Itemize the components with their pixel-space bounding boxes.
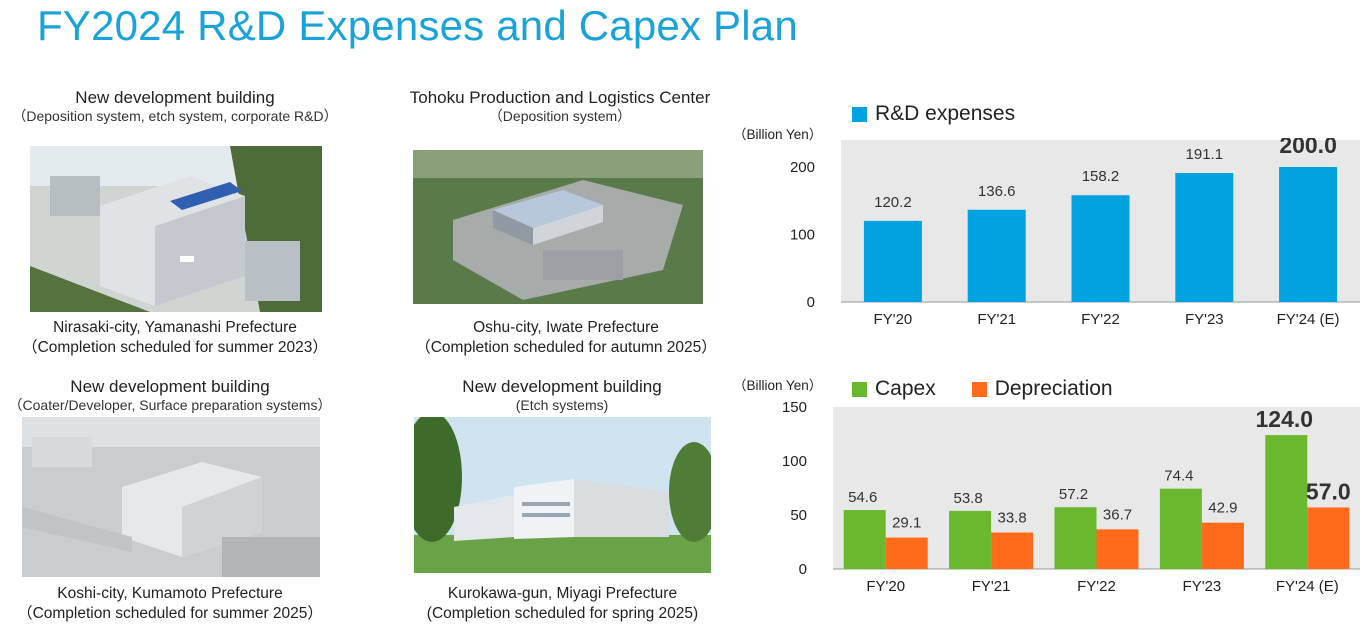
- rd-expenses-chart: 0 100 200 FY'20 120.2 FY'21 136.6 FY'22 158.2 FY'…: [760, 138, 1360, 338]
- x-tick-label: FY'24 (E): [1277, 311, 1340, 328]
- legend-swatch-depreciation: [971, 381, 987, 397]
- facility-heading: Tohoku Production and Logistics Center: [409, 88, 711, 107]
- bar: [967, 209, 1026, 302]
- legend-label-capex: Capex: [875, 377, 936, 400]
- legend-item-rd: R&D expenses: [852, 102, 1015, 126]
- facility-panel-nirasaki: New development building （Deposition sys…: [0, 88, 350, 125]
- bar: [863, 220, 922, 302]
- facility-caption-kurokawa: Kurokawa-gun, Miyagi Prefecture (Complet…: [405, 584, 720, 624]
- data-label: 158.2: [1082, 168, 1120, 185]
- facility-panel-kurokawa: New development building (Etch systems): [412, 377, 712, 414]
- facility-subheading: (Etch systems): [515, 397, 609, 413]
- facility-heading: New development building: [462, 377, 662, 396]
- facility-schedule: （Completion scheduled for summer 2025）: [17, 605, 323, 622]
- bar: [843, 510, 886, 569]
- facility-photo-koshi: [22, 417, 320, 577]
- facility-panel-koshi: New development building （Coater/Develop…: [0, 377, 340, 414]
- rd-legend: R&D expenses: [852, 102, 1051, 126]
- y-tick-label: 0: [807, 294, 815, 311]
- data-label: 74.4: [1164, 468, 1193, 485]
- bar: [949, 510, 992, 569]
- data-label: 57.0: [1306, 478, 1351, 504]
- data-label: 33.8: [997, 509, 1026, 526]
- legend-item-depreciation: Depreciation: [971, 377, 1113, 401]
- legend-label-rd: R&D expenses: [875, 102, 1016, 125]
- data-label: 124.0: [1256, 406, 1314, 432]
- data-label: 54.6: [848, 489, 877, 506]
- x-tick-label: FY'21: [977, 311, 1016, 328]
- rd-expenses-svg: 0 100 200 FY'20 120.2 FY'21 136.6 FY'22 158.2 FY'…: [790, 138, 1360, 328]
- data-label: 36.7: [1103, 506, 1132, 523]
- facility-subheading: （Deposition system）: [488, 108, 632, 124]
- legend-label-depreciation: Depreciation: [994, 377, 1113, 400]
- bar: [1175, 173, 1234, 302]
- facility-schedule: （Completion scheduled for autumn 2025）: [415, 339, 717, 356]
- facility-heading: New development building: [70, 377, 270, 396]
- bar: [991, 532, 1034, 569]
- facility-location: Nirasaki-city, Yamanashi Prefecture: [53, 319, 297, 336]
- bar: [1201, 522, 1244, 569]
- facility-photo-kurokawa: [414, 417, 711, 573]
- facility-caption-oshu: Oshu-city, Iwate Prefecture （Completion …: [380, 318, 752, 358]
- capex-depreciation-chart: 0 50 100 150 FY'20 54.6 29.1 FY'21 53.8 33.8 FY'22…: [760, 400, 1360, 600]
- x-tick-label: FY'23: [1185, 311, 1224, 328]
- capex-depreciation-svg: 0 50 100 150 FY'20 54.6 29.1 FY'21 53.8 33.8 FY'22…: [782, 400, 1360, 595]
- bar: [885, 537, 928, 569]
- facility-schedule: (Completion scheduled for spring 2025): [426, 605, 699, 622]
- bar: [1159, 488, 1202, 569]
- y-tick-label: 100: [782, 453, 807, 470]
- facility-photo-nirasaki: [30, 146, 322, 312]
- x-tick-label: FY'22: [1077, 578, 1116, 595]
- y-tick-label: 150: [782, 400, 807, 416]
- facility-caption-koshi: Koshi-city, Kumamoto Prefecture （Complet…: [0, 584, 340, 624]
- x-tick-label: FY'20: [866, 578, 905, 595]
- bar: [1279, 167, 1338, 302]
- y-tick-label: 100: [790, 227, 815, 244]
- legend-swatch-rd: [852, 106, 867, 122]
- x-tick-label: FY'20: [874, 311, 913, 328]
- data-label: 53.8: [953, 490, 982, 507]
- facility-subheading: （Deposition system, etch system, corpora…: [12, 108, 338, 124]
- facility-location: Kurokawa-gun, Miyagi Prefecture: [447, 585, 678, 602]
- data-label: 120.2: [874, 194, 912, 211]
- data-label: 136.6: [978, 183, 1016, 200]
- facility-schedule: （Completion scheduled for summer 2023）: [22, 339, 328, 356]
- capex-legend: Capex Depreciation: [852, 377, 1149, 401]
- data-label: 200.0: [1279, 138, 1337, 158]
- facility-subheading: （Coater/Developer, Surface preparation s…: [8, 397, 332, 413]
- bar: [1265, 435, 1308, 569]
- legend-swatch-capex: [852, 381, 867, 397]
- facility-panel-oshu: Tohoku Production and Logistics Center （…: [380, 88, 740, 125]
- y-tick-label: 200: [790, 159, 815, 176]
- x-tick-label: FY'24 (E): [1276, 578, 1339, 595]
- bar: [1054, 507, 1097, 569]
- facility-location: Koshi-city, Kumamoto Prefecture: [57, 585, 283, 602]
- data-label: 57.2: [1059, 486, 1088, 503]
- x-tick-label: FY'23: [1183, 578, 1222, 595]
- page-title: FY2024 R&D Expenses and Capex Plan: [37, 2, 798, 49]
- rd-unit-label: （Billion Yen）: [733, 127, 823, 142]
- data-label: 29.1: [892, 515, 921, 532]
- facility-photo-oshu: [413, 150, 703, 304]
- y-tick-label: 50: [790, 507, 807, 524]
- bar: [1071, 195, 1130, 302]
- facility-heading: New development building: [75, 88, 275, 107]
- data-label: 42.9: [1208, 500, 1237, 517]
- bar: [1307, 507, 1350, 569]
- data-label: 191.1: [1186, 146, 1224, 163]
- y-tick-label: 0: [799, 561, 807, 578]
- facility-location: Oshu-city, Iwate Prefecture: [473, 319, 659, 336]
- x-tick-label: FY'22: [1081, 311, 1120, 328]
- x-tick-label: FY'21: [972, 578, 1011, 595]
- bar: [1096, 529, 1139, 569]
- legend-item-capex: Capex: [852, 377, 936, 401]
- facility-caption-nirasaki: Nirasaki-city, Yamanashi Prefecture （Com…: [0, 318, 350, 358]
- capex-unit-label: （Billion Yen）: [733, 378, 823, 393]
